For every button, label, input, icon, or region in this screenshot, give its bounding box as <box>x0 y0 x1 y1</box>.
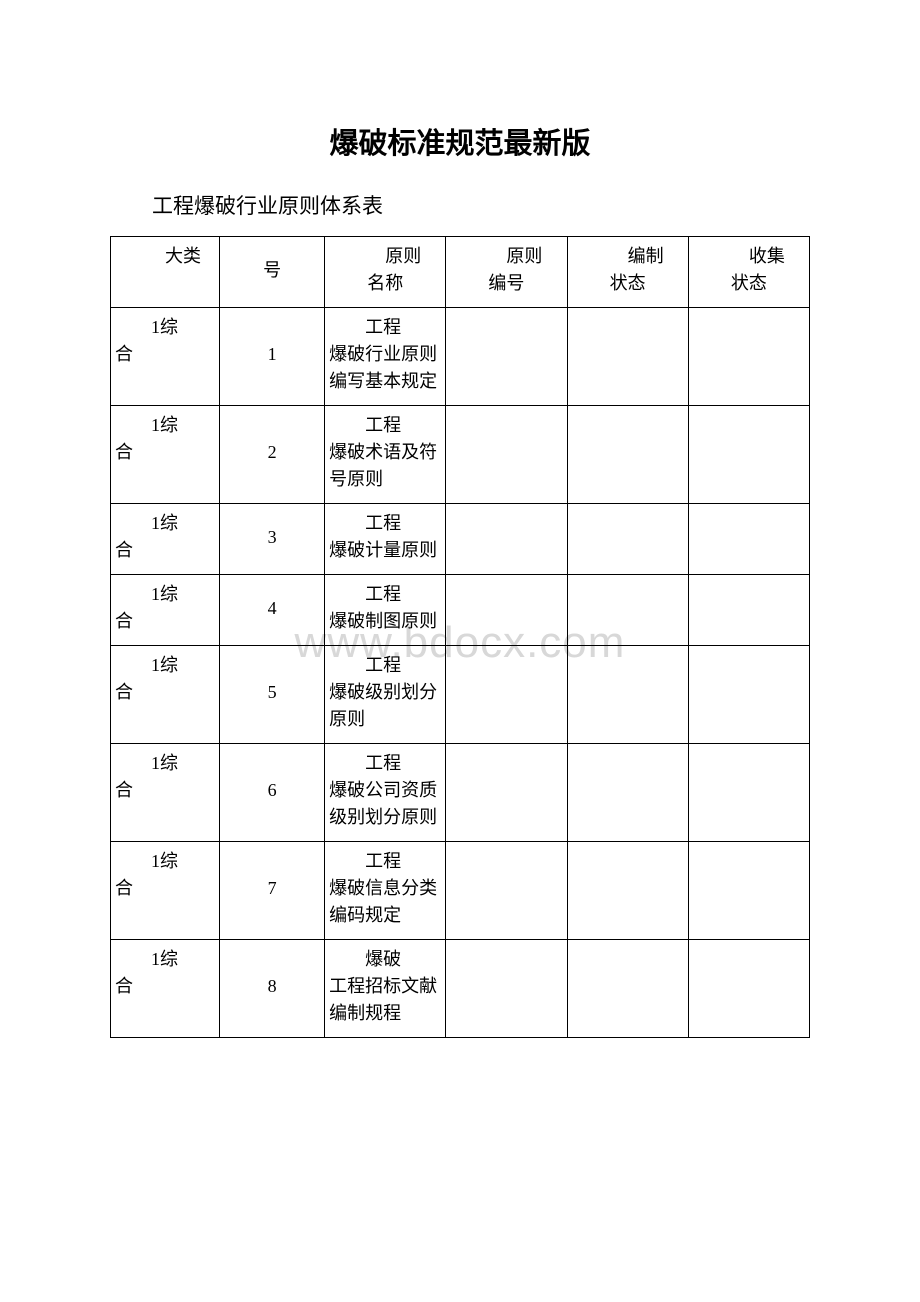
cell-collect <box>688 575 809 646</box>
cell-collect <box>688 646 809 744</box>
table-row: 1综 合 2 工程 爆破术语及符号原则 <box>111 406 810 504</box>
table-row: 1综 合 8 爆破 工程招标文献编制规程 <box>111 940 810 1038</box>
document-page: 爆破标准规范最新版 工程爆破行业原则体系表 大类 号 原则 名称 <box>0 0 920 1038</box>
header-category: 大类 <box>111 237 220 308</box>
cell-number: 4 <box>220 575 325 646</box>
cell-collect <box>688 406 809 504</box>
cell-collect <box>688 940 809 1038</box>
table-row: 1综 合 3 工程 爆破计量原则 <box>111 504 810 575</box>
cell-name: 工程 爆破术语及符号原则 <box>325 406 446 504</box>
cell-status <box>567 308 688 406</box>
cell-collect <box>688 842 809 940</box>
cell-code <box>446 575 567 646</box>
cell-category: 1综 合 <box>111 842 220 940</box>
header-code: 原则 编号 <box>446 237 567 308</box>
cell-collect <box>688 504 809 575</box>
header-name: 原则 名称 <box>325 237 446 308</box>
header-collect: 收集 状态 <box>688 237 809 308</box>
cell-name: 工程 爆破行业原则编写基本规定 <box>325 308 446 406</box>
cell-category: 1综 合 <box>111 744 220 842</box>
table-row: 1综 合 5 工程 爆破级别划分原则 <box>111 646 810 744</box>
cell-status <box>567 504 688 575</box>
table-row: 1综 合 7 工程 爆破信息分类编码规定 <box>111 842 810 940</box>
cell-category: 1综 合 <box>111 406 220 504</box>
cell-name: 爆破 工程招标文献编制规程 <box>325 940 446 1038</box>
page-title: 爆破标准规范最新版 <box>110 120 810 162</box>
cell-code <box>446 842 567 940</box>
cell-name: 工程 爆破级别划分原则 <box>325 646 446 744</box>
cell-category: 1综 合 <box>111 504 220 575</box>
cell-number: 6 <box>220 744 325 842</box>
header-number: 号 <box>220 237 325 308</box>
cell-category: 1综 合 <box>111 646 220 744</box>
cell-code <box>446 940 567 1038</box>
table-row: 1综 合 6 工程 爆破公司资质级别划分原则 <box>111 744 810 842</box>
cell-number: 7 <box>220 842 325 940</box>
subtitle: 工程爆破行业原则体系表 <box>110 190 810 220</box>
table-row: 1综 合 1 工程 爆破行业原则编写基本规定 <box>111 308 810 406</box>
cell-status <box>567 575 688 646</box>
cell-name: 工程 爆破计量原则 <box>325 504 446 575</box>
cell-name: 工程 爆破信息分类编码规定 <box>325 842 446 940</box>
cell-number: 2 <box>220 406 325 504</box>
cell-code <box>446 406 567 504</box>
cell-code <box>446 646 567 744</box>
cell-code <box>446 308 567 406</box>
header-status: 编制 状态 <box>567 237 688 308</box>
cell-number: 5 <box>220 646 325 744</box>
cell-category: 1综 合 <box>111 940 220 1038</box>
table-header-row: 大类 号 原则 名称 原则 编号 编制 状态 收集 <box>111 237 810 308</box>
cell-status <box>567 406 688 504</box>
cell-number: 8 <box>220 940 325 1038</box>
cell-status <box>567 842 688 940</box>
cell-name: 工程 爆破公司资质级别划分原则 <box>325 744 446 842</box>
cell-collect <box>688 744 809 842</box>
cell-collect <box>688 308 809 406</box>
cell-status <box>567 940 688 1038</box>
cell-number: 3 <box>220 504 325 575</box>
table-row: 1综 合 4 工程 爆破制图原则 <box>111 575 810 646</box>
table-body: 1综 合 1 工程 爆破行业原则编写基本规定 1综 合 2 <box>111 308 810 1038</box>
cell-code <box>446 504 567 575</box>
standards-table: 大类 号 原则 名称 原则 编号 编制 状态 收集 <box>110 236 810 1038</box>
cell-category: 1综 合 <box>111 575 220 646</box>
cell-code <box>446 744 567 842</box>
cell-name: 工程 爆破制图原则 <box>325 575 446 646</box>
cell-number: 1 <box>220 308 325 406</box>
cell-status <box>567 744 688 842</box>
cell-category: 1综 合 <box>111 308 220 406</box>
cell-status <box>567 646 688 744</box>
